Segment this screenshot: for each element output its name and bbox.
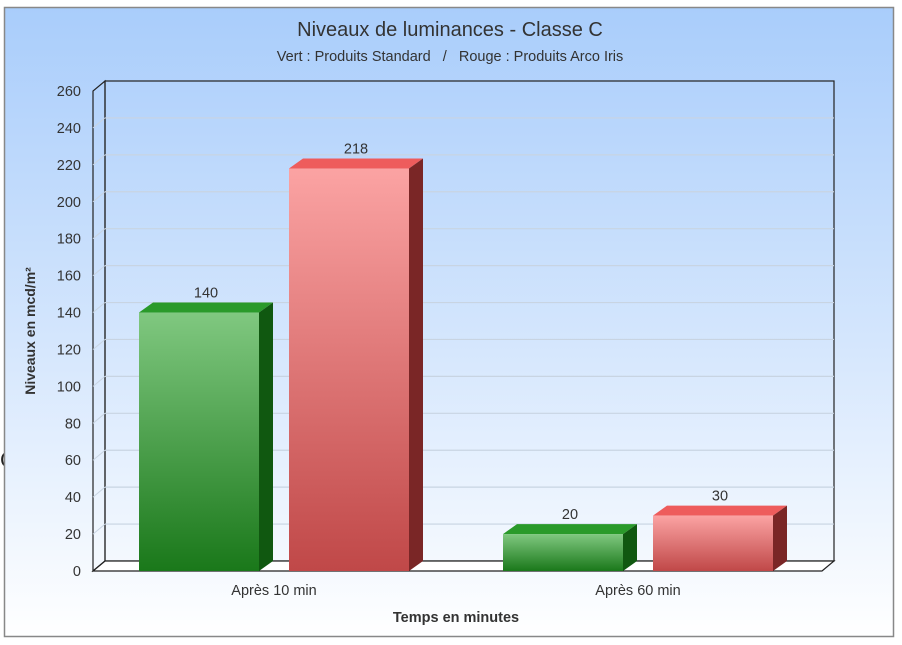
- y-axis-label: Niveaux en mcd/m²: [22, 267, 38, 395]
- bar: 218: [289, 142, 423, 572]
- chart-title: Niveaux de luminances - Classe C: [297, 19, 603, 41]
- plot-side-wall: [92, 79, 106, 573]
- y-tick-label: 100: [57, 379, 81, 395]
- bar-front: [139, 312, 259, 571]
- gridline-side: [92, 412, 106, 424]
- gridline-side: [92, 154, 106, 166]
- y-tick-label: 160: [57, 269, 81, 285]
- bar-side: [259, 302, 273, 571]
- bar: 30: [653, 489, 787, 571]
- bar-top: [503, 524, 637, 535]
- x-axis-label: Temps en minutes: [393, 610, 519, 626]
- x-tick-label: Après 60 min: [595, 583, 680, 599]
- x-axis-ticks: Après 10 min Après 60 min: [231, 583, 680, 599]
- gridline-side: [92, 339, 106, 350]
- gridline-side: [92, 228, 106, 240]
- y-tick-label: 0: [73, 564, 81, 580]
- bar-side: [409, 158, 423, 572]
- y-tick-label: 240: [57, 121, 81, 137]
- bar-front: [289, 168, 409, 572]
- bar-front: [653, 515, 773, 571]
- bar-side: [623, 524, 637, 571]
- y-tick-label: 20: [65, 527, 81, 543]
- y-tick-label: 220: [57, 158, 81, 174]
- bar-value-label: 30: [712, 489, 728, 505]
- y-tick-label: 60: [65, 453, 81, 469]
- bar: 140: [139, 286, 273, 571]
- bar-value-label: 20: [562, 507, 578, 523]
- gridline-side: [92, 449, 106, 461]
- gridline-side: [92, 486, 106, 498]
- y-tick-label: 260: [57, 84, 81, 100]
- x-tick-label: Après 10 min: [231, 583, 316, 599]
- y-tick-label: 80: [65, 416, 81, 432]
- y-tick-label: 40: [65, 490, 81, 506]
- gridline-side: [92, 265, 106, 276]
- gridline-side: [92, 117, 106, 129]
- bars: 140 218 20 30: [139, 142, 787, 572]
- gridline-side: [92, 191, 106, 203]
- y-tick-label: 120: [57, 342, 81, 358]
- bar-front: [503, 534, 623, 571]
- gridline-side: [92, 523, 106, 535]
- gridline-side: [92, 302, 106, 313]
- bar-value-label: 218: [344, 142, 368, 158]
- bar-top: [653, 505, 787, 516]
- bar-value-label: 140: [194, 286, 218, 302]
- y-tick-label: 180: [57, 232, 81, 248]
- bar: 20: [503, 507, 637, 571]
- chart-subtitle: Vert : Produits Standard / Rouge : Produ…: [277, 49, 624, 65]
- bar-side: [773, 505, 787, 571]
- y-tick-label: 140: [57, 306, 81, 322]
- y-axis-ticks: 0 20 40 60 80 100 120 140 160 180 200 220 240 260: [57, 84, 81, 580]
- bar-top: [139, 302, 273, 313]
- gridline-side: [92, 376, 106, 387]
- bar-top: [289, 158, 423, 169]
- y-tick-label: 200: [57, 195, 81, 211]
